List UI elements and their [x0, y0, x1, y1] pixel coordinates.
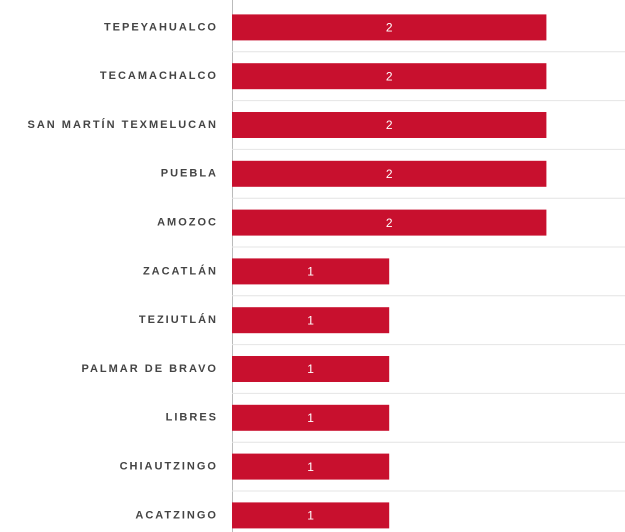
y-tick-label: AMOZOC — [157, 217, 218, 229]
value-label: 2 — [386, 118, 393, 132]
bar — [232, 356, 390, 382]
bar — [232, 63, 547, 90]
bar — [232, 307, 390, 334]
y-tick-label: ZACATLÁN — [143, 264, 218, 277]
value-label: 1 — [307, 509, 314, 523]
value-label: 2 — [386, 216, 393, 230]
y-tick-label: TECAMACHALCO — [100, 70, 218, 82]
bar — [232, 258, 390, 285]
value-label: 1 — [307, 411, 314, 425]
value-label: 2 — [386, 69, 393, 83]
y-tick-label: TEZIUTLÁN — [139, 313, 218, 326]
y-tick-label: CHIAUTZINGO — [120, 461, 218, 473]
bar — [232, 502, 390, 529]
y-tick-label: TEPEYAHUALCO — [104, 21, 218, 33]
value-label: 1 — [307, 460, 314, 474]
value-label: 1 — [307, 362, 314, 376]
bar — [232, 14, 547, 41]
bar — [232, 112, 547, 138]
bar — [232, 404, 390, 431]
value-label: 2 — [386, 21, 393, 35]
bar — [232, 160, 547, 187]
value-label: 1 — [307, 265, 314, 279]
bar — [232, 209, 547, 236]
y-tick-label: SAN MARTÍN TEXMELUCAN — [28, 118, 219, 131]
y-tick-label: LIBRES — [166, 412, 218, 424]
value-label: 2 — [386, 167, 393, 181]
y-tick-label: PALMAR DE BRAVO — [81, 363, 218, 375]
value-label: 1 — [307, 313, 314, 327]
bar — [232, 453, 390, 480]
y-tick-label: ACATZINGO — [135, 509, 218, 521]
y-tick-label: PUEBLA — [161, 168, 218, 180]
